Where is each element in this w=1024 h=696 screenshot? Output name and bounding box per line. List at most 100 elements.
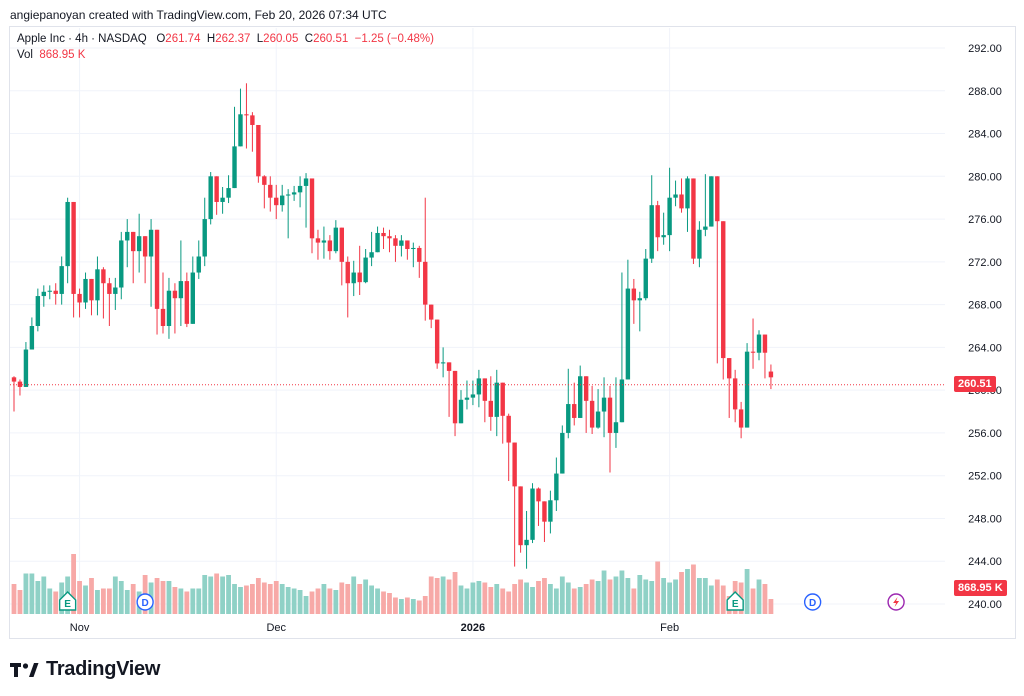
candle-body-24: [154, 229, 160, 309]
volume-bar-30: [190, 588, 196, 614]
candle-body-70: [429, 304, 434, 320]
volume-bar-29: [184, 591, 190, 614]
volume-bar-93: [565, 582, 571, 614]
candle-body-43: [268, 184, 273, 198]
volume-bar-34: [214, 573, 220, 614]
candle-body-112: [679, 194, 684, 209]
candle-body-72: [440, 362, 446, 364]
candle-body-96: [583, 376, 589, 401]
candle-body-61: [375, 232, 380, 253]
volume-bar-73: [446, 579, 452, 614]
candle-body-109: [661, 235, 666, 238]
volume-value: 868.95 K: [39, 49, 86, 61]
volume-bar-48: [297, 590, 303, 614]
candle-body-127: [768, 371, 774, 378]
candle-body-5: [41, 291, 46, 297]
volume-bar-16: [106, 588, 112, 614]
price-tick-0: 240.00: [968, 599, 1002, 611]
candle-body-101: [613, 422, 619, 433]
volume-bar-75: [458, 585, 464, 614]
candle-body-68: [417, 247, 422, 262]
volume-bar-116: [702, 578, 708, 614]
tradingview-logo[interactable]: TradingView: [10, 658, 160, 681]
candle-body-115: [697, 229, 702, 259]
volume-bar-6: [47, 588, 53, 614]
candle-body-100: [607, 397, 613, 433]
volume-bar-99: [601, 570, 607, 614]
volume-bar-76: [464, 588, 470, 614]
high-value: 262.37: [215, 33, 251, 45]
volume-bar-74: [452, 572, 458, 614]
open-label: O: [156, 33, 166, 45]
candle-body-58: [357, 272, 362, 283]
candle-body-105: [637, 298, 642, 301]
volume-bar-31: [196, 588, 202, 614]
candle-body-59: [363, 257, 368, 283]
volume-legend: Vol 868.95 K: [17, 49, 85, 61]
volume-bar-62: [381, 591, 386, 614]
volume-bar-44: [273, 581, 279, 614]
candle-body-29: [184, 281, 190, 324]
volume-bar-37: [232, 584, 237, 614]
volume-bar-57: [351, 576, 357, 614]
candle-body-64: [393, 238, 398, 246]
candle-body-82: [500, 382, 505, 416]
candle-body-104: [631, 288, 637, 301]
candle-body-46: [285, 194, 291, 196]
earnings-marker-shape-0: [58, 591, 77, 611]
price-tick-10: 280.00: [968, 171, 1002, 183]
candle-body-106: [643, 258, 648, 299]
tradingview-logo-text: TradingView: [46, 658, 161, 680]
volume-bar-70: [428, 576, 434, 614]
volume-bar-14: [95, 590, 100, 614]
volume-bar-41: [255, 578, 261, 614]
candle-body-119: [721, 221, 726, 359]
flash-marker-4: [887, 593, 905, 611]
candle-body-12: [83, 278, 88, 303]
volume-bar-89: [542, 578, 547, 614]
candle-body-73: [446, 362, 452, 371]
volume-bar-97: [589, 579, 595, 614]
price-axis: 240.00244.00248.00252.00256.00260.00264.…: [968, 43, 1002, 611]
volume-bar-49: [303, 596, 309, 614]
candle-body-36: [226, 188, 231, 198]
price-tick-4: 256.00: [968, 428, 1002, 440]
candle-body-26: [166, 290, 172, 326]
price-tick-9: 276.00: [968, 214, 1002, 226]
last-volume-tag: 868.95 K: [954, 580, 1007, 596]
price-tick-3: 252.00: [968, 471, 1002, 483]
last-price-tag: 260.51: [954, 376, 996, 392]
volume-bar-114: [691, 564, 696, 614]
volume-bar-115: [697, 578, 702, 614]
candles: [11, 83, 774, 569]
earnings-marker-2: E: [726, 591, 744, 611]
time-tick-0: Nov: [70, 622, 90, 634]
volume-bar-105: [637, 575, 643, 614]
candle-body-98: [595, 411, 601, 428]
volume-bar-79: [482, 582, 488, 614]
volume-bar-118: [714, 579, 720, 614]
candle-body-10: [71, 201, 76, 294]
volume-bar-112: [679, 572, 684, 614]
volume-bar-113: [685, 569, 690, 614]
candle-body-108: [655, 205, 660, 238]
candle-body-120: [727, 358, 732, 379]
candle-body-80: [488, 400, 493, 417]
volume-bar-33: [208, 576, 214, 614]
candle-body-4: [35, 296, 41, 326]
earnings-marker-label-0: E: [64, 599, 71, 610]
candle-body-3: [29, 326, 35, 350]
volume-bar-50: [309, 591, 315, 614]
candle-body-55: [339, 227, 344, 262]
candle-body-45: [280, 195, 285, 206]
volume-bar-78: [476, 581, 482, 614]
candle-body-74: [452, 370, 458, 424]
candle-body-117: [709, 176, 714, 227]
volume-bar-13: [89, 578, 94, 614]
candle-body-63: [387, 236, 392, 239]
candle-body-8: [59, 266, 64, 294]
candle-body-33: [208, 176, 213, 220]
candle-body-77: [470, 394, 476, 398]
candle-body-44: [274, 197, 279, 206]
